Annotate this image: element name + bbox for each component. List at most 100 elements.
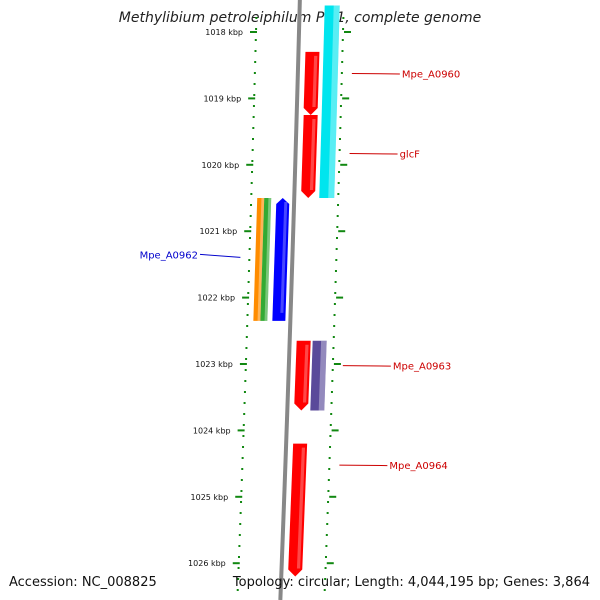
ruler-dot xyxy=(324,567,327,569)
ruler-dot xyxy=(240,490,243,492)
ruler-dot xyxy=(330,391,333,393)
ruler-dot xyxy=(249,226,252,228)
ruler-dot xyxy=(238,534,241,536)
gene-label-Mpe_A0960: Mpe_A0960 xyxy=(402,69,460,80)
leader-line xyxy=(351,72,400,75)
ruler-tick xyxy=(344,31,351,33)
ruler-dot xyxy=(335,248,338,250)
ruler-dot xyxy=(245,358,248,360)
ruler-dot xyxy=(332,358,335,360)
ruler-dot xyxy=(237,556,240,558)
ruler-dot xyxy=(338,149,341,151)
ruler-dot xyxy=(333,303,336,305)
ruler-dot xyxy=(237,578,240,580)
purple-feature-block-highlight xyxy=(318,340,327,411)
leader-line xyxy=(349,153,398,155)
ruler-dot xyxy=(237,567,240,569)
ruler-dot xyxy=(332,336,335,338)
ruler-tick xyxy=(331,429,339,432)
ruler-tick xyxy=(246,163,254,166)
ruler-tick xyxy=(244,230,252,233)
gene-arrow-highlight xyxy=(302,344,309,403)
ruler-dot xyxy=(329,424,332,426)
ruler-dot xyxy=(247,270,250,272)
ruler-tick-label: 1025 kbp xyxy=(191,493,229,502)
ruler-dot xyxy=(326,523,329,525)
ruler-dot xyxy=(337,204,340,206)
ruler-dot xyxy=(331,380,334,382)
backbone-line xyxy=(278,0,302,600)
gene-label-glcF: glcF xyxy=(400,150,421,161)
ruler-dot xyxy=(240,501,243,503)
ruler-dot xyxy=(255,28,258,30)
gene-arrow-glcF xyxy=(301,115,318,198)
leader-line xyxy=(342,365,391,367)
ruler-dot xyxy=(334,292,337,294)
ruler-dot xyxy=(251,160,254,162)
ruler-dot xyxy=(246,303,249,305)
ruler-tick xyxy=(237,429,245,432)
ruler-dot xyxy=(330,402,333,404)
gene-arrow-highlight xyxy=(312,55,318,107)
ruler-dot xyxy=(246,314,249,316)
leader-line xyxy=(199,253,241,258)
ruler-dot xyxy=(332,347,335,349)
ruler-tick-label: 1024 kbp xyxy=(193,426,231,435)
ruler-dot xyxy=(327,501,330,503)
green-feature-block-highlight xyxy=(264,198,272,321)
ruler-dot xyxy=(242,435,245,437)
ruler-dot xyxy=(341,50,344,52)
ruler-dot xyxy=(252,116,255,118)
ruler-dot xyxy=(331,369,334,371)
leader-line xyxy=(339,464,388,467)
genome-summary: Topology: circular; Length: 4,044,195 bp… xyxy=(232,575,590,590)
ruler-dot xyxy=(336,237,339,239)
ruler-dot xyxy=(336,215,339,217)
orange-feature-block xyxy=(253,198,265,321)
gene-arrow-Mpe_A0963 xyxy=(294,340,311,411)
ruler-dot xyxy=(247,281,250,283)
ruler-dots xyxy=(236,17,345,591)
ruler-dot xyxy=(248,248,251,250)
ruler-dot xyxy=(333,325,336,327)
ruler-dot xyxy=(336,226,339,228)
ruler-tick xyxy=(342,97,350,100)
gene-label-Mpe_A0962: Mpe_A0962 xyxy=(140,250,198,261)
purple-feature-block xyxy=(310,340,327,411)
ruler-dot xyxy=(254,39,257,41)
ruler-dot xyxy=(324,556,327,558)
ruler-dot xyxy=(252,127,255,129)
ruler-dot xyxy=(325,534,328,536)
ruler-dot xyxy=(250,193,253,195)
gene-arrow-Mpe_A0962 xyxy=(272,198,290,321)
ruler-tick-label: 1019 kbp xyxy=(203,94,241,103)
ruler-dot xyxy=(255,17,258,19)
ruler-dot xyxy=(249,215,252,217)
ruler-dot xyxy=(342,17,345,19)
ruler-dot xyxy=(253,94,256,96)
ruler-dot xyxy=(239,512,242,514)
ruler-dot xyxy=(245,347,248,349)
ruler-dot xyxy=(251,149,254,151)
ruler-dot xyxy=(327,479,330,481)
cyan-feature-block-highlight xyxy=(328,115,337,198)
ruler-tick-label: 1022 kbp xyxy=(197,294,235,303)
ruler-dot xyxy=(338,138,341,140)
ruler-dot xyxy=(243,391,246,393)
ruler-dot xyxy=(250,204,253,206)
ruler-tick xyxy=(248,97,256,100)
ruler-tick-label: 1026 kbp xyxy=(188,559,226,568)
ruler-tick xyxy=(235,495,243,498)
ruler-dot xyxy=(249,237,252,239)
ruler-dot xyxy=(240,479,243,481)
ruler-tick xyxy=(338,230,346,233)
cyan-feature-block-highlight xyxy=(330,5,340,115)
ruler-dot xyxy=(241,468,244,470)
ruler-dot xyxy=(248,259,251,261)
gene-labels: Mpe_A0960 glcF Mpe_A0962 Mpe_A0963 Mpe_A0964 xyxy=(140,69,461,472)
ruler-dot xyxy=(250,182,253,184)
ruler-dot xyxy=(243,413,246,415)
ruler-dot xyxy=(244,380,247,382)
